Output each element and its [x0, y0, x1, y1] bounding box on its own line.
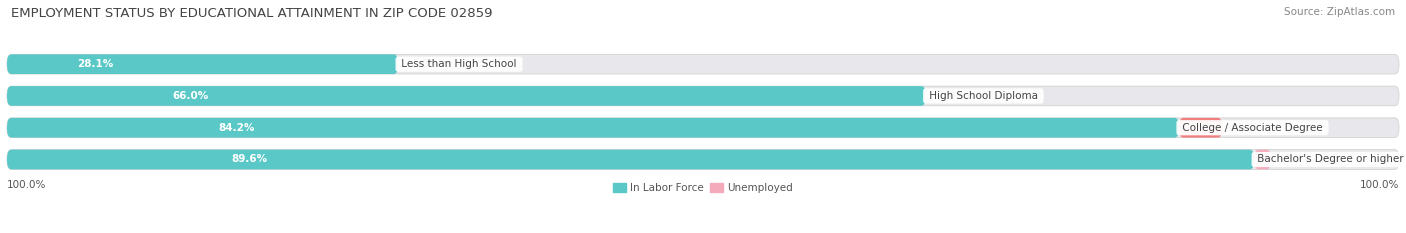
FancyBboxPatch shape [7, 150, 1254, 169]
Text: College / Associate Degree: College / Associate Degree [1180, 123, 1326, 133]
Text: 0.0%: 0.0% [412, 59, 439, 69]
FancyBboxPatch shape [7, 54, 398, 74]
Text: Source: ZipAtlas.com: Source: ZipAtlas.com [1284, 7, 1395, 17]
FancyBboxPatch shape [7, 118, 1399, 137]
Text: Bachelor's Degree or higher: Bachelor's Degree or higher [1254, 154, 1406, 164]
Text: Less than High School: Less than High School [398, 59, 520, 69]
FancyBboxPatch shape [7, 86, 925, 106]
FancyBboxPatch shape [1254, 150, 1271, 169]
Text: High School Diploma: High School Diploma [925, 91, 1040, 101]
Text: EMPLOYMENT STATUS BY EDUCATIONAL ATTAINMENT IN ZIP CODE 02859: EMPLOYMENT STATUS BY EDUCATIONAL ATTAINM… [11, 7, 492, 20]
Text: 84.2%: 84.2% [218, 123, 254, 133]
FancyBboxPatch shape [7, 118, 1180, 137]
FancyBboxPatch shape [1180, 118, 1222, 137]
Text: 28.1%: 28.1% [77, 59, 114, 69]
FancyBboxPatch shape [7, 54, 1399, 74]
Text: 100.0%: 100.0% [7, 180, 46, 190]
Text: 1.2%: 1.2% [1285, 154, 1312, 164]
Text: 66.0%: 66.0% [173, 91, 208, 101]
Text: 100.0%: 100.0% [1360, 180, 1399, 190]
Text: 0.0%: 0.0% [939, 91, 966, 101]
Text: 89.6%: 89.6% [232, 154, 267, 164]
FancyBboxPatch shape [7, 86, 1399, 106]
Legend: In Labor Force, Unemployed: In Labor Force, Unemployed [613, 183, 793, 193]
Text: 3.1%: 3.1% [1236, 123, 1263, 133]
FancyBboxPatch shape [7, 150, 1399, 169]
